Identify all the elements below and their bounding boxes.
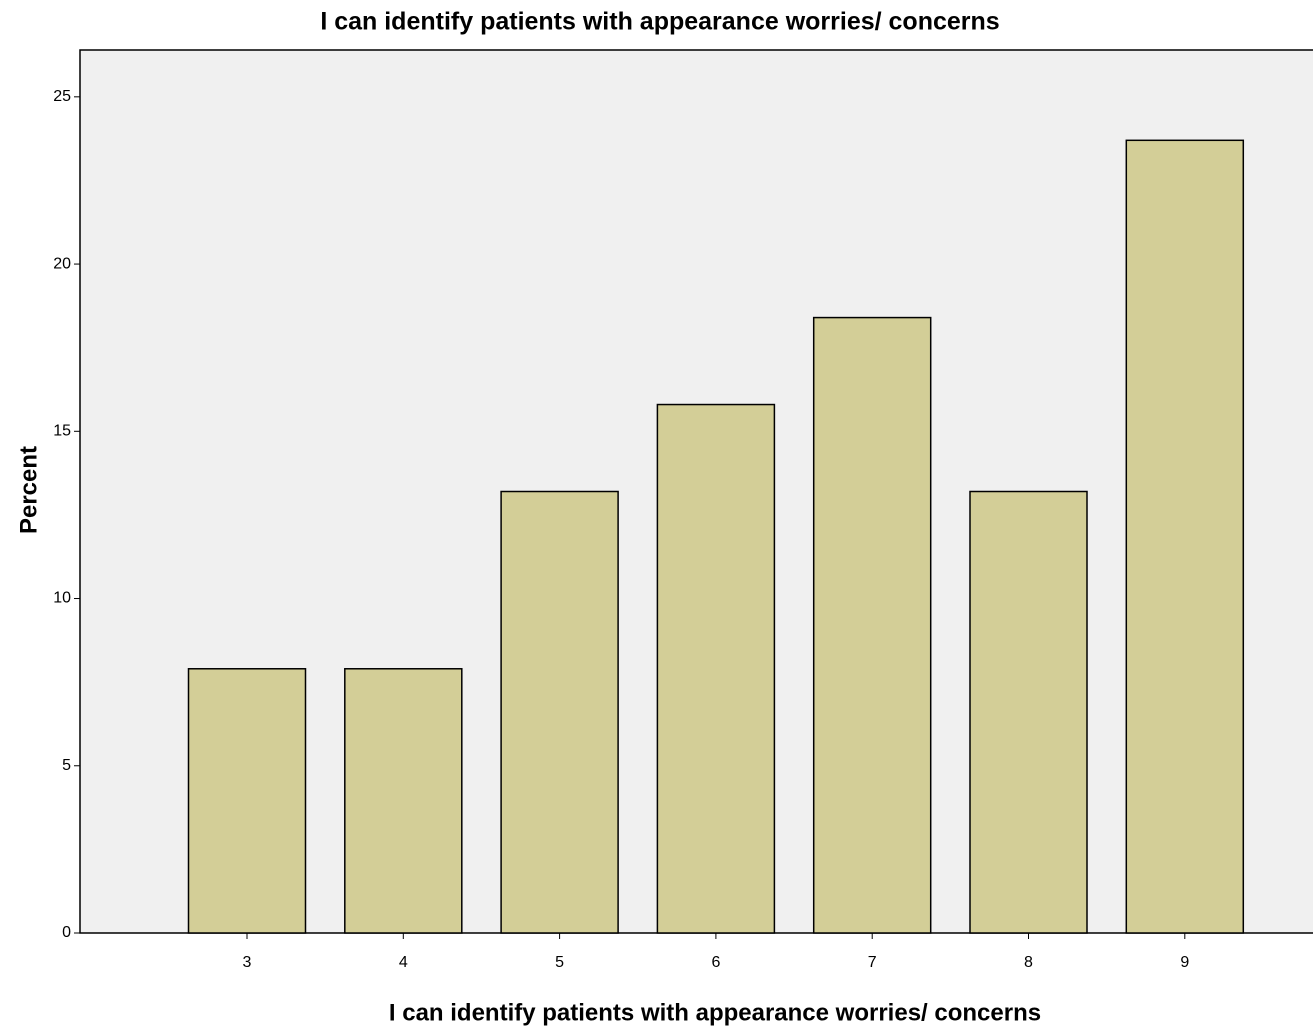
bar: [344, 668, 463, 934]
x-tick-label: 8: [1024, 954, 1033, 971]
y-tick-label: 10: [53, 590, 71, 607]
bar: [656, 403, 776, 934]
bar: [500, 490, 619, 934]
x-tick-label: 6: [711, 954, 720, 971]
x-tick-label: 7: [868, 954, 877, 971]
x-tick-label: 3: [243, 954, 252, 971]
bar: [812, 316, 932, 934]
bar: [1125, 139, 1245, 934]
y-tick-label: 15: [53, 423, 71, 440]
x-tick-label: 4: [399, 954, 408, 971]
x-axis-label: I can identify patients with appearance …: [389, 999, 1041, 1026]
y-axis-label: Percent: [15, 446, 42, 534]
chart-title: I can identify patients with appearance …: [320, 8, 999, 36]
bar: [969, 490, 1088, 934]
y-tick-label: 5: [62, 757, 71, 774]
x-tick-label: 5: [555, 954, 564, 971]
x-tick-label: 9: [1180, 954, 1189, 971]
y-tick-label: 20: [53, 255, 71, 272]
y-tick-label: 25: [53, 88, 71, 105]
bar: [187, 668, 307, 934]
y-tick-label: 0: [62, 924, 71, 941]
